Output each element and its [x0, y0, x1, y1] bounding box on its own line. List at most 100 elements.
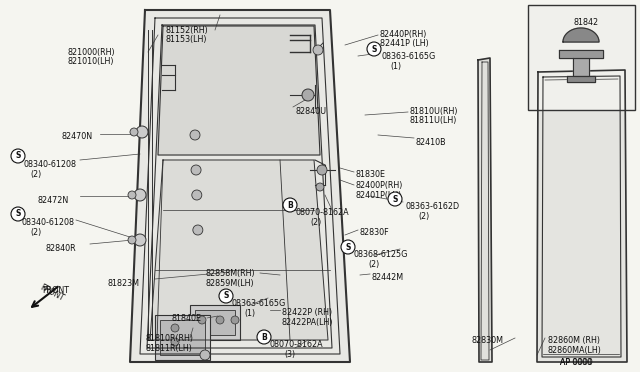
- Circle shape: [193, 225, 203, 235]
- Text: S: S: [346, 243, 351, 251]
- Polygon shape: [537, 70, 627, 362]
- Text: 821010(LH): 821010(LH): [68, 57, 115, 66]
- Polygon shape: [559, 50, 603, 58]
- Text: B: B: [287, 201, 293, 209]
- Text: 82410B: 82410B: [416, 138, 447, 147]
- Circle shape: [134, 189, 146, 201]
- Circle shape: [341, 240, 355, 254]
- Text: 81810U(RH): 81810U(RH): [410, 107, 458, 116]
- Circle shape: [191, 165, 201, 175]
- Text: 82422P (RH): 82422P (RH): [282, 308, 332, 317]
- Text: 81811R(LH): 81811R(LH): [145, 344, 192, 353]
- Text: 82840U: 82840U: [295, 107, 326, 116]
- Text: 08070-8162A: 08070-8162A: [296, 208, 349, 217]
- Text: 81152(RH): 81152(RH): [165, 26, 208, 35]
- Text: 08340-61208: 08340-61208: [22, 218, 75, 227]
- Text: 08340-61208: 08340-61208: [24, 160, 77, 169]
- Text: S: S: [223, 292, 228, 301]
- Bar: [160, 320, 205, 355]
- Text: 81842: 81842: [574, 18, 599, 27]
- Text: 08368-6125G: 08368-6125G: [354, 250, 408, 259]
- Bar: [190, 305, 240, 340]
- Text: 82400P(RH): 82400P(RH): [356, 181, 403, 190]
- Circle shape: [216, 316, 224, 324]
- Circle shape: [219, 289, 233, 303]
- Text: 82830F: 82830F: [360, 228, 390, 237]
- Text: 81840E: 81840E: [172, 314, 202, 323]
- Polygon shape: [567, 76, 595, 82]
- Text: 82830M: 82830M: [472, 336, 504, 345]
- Text: B: B: [261, 333, 267, 341]
- Text: 81830E: 81830E: [356, 170, 386, 179]
- Text: 81823M: 81823M: [108, 279, 140, 288]
- Circle shape: [200, 350, 210, 360]
- Text: 82840R: 82840R: [46, 244, 77, 253]
- Circle shape: [171, 338, 179, 346]
- Text: 82860MA(LH): 82860MA(LH): [548, 346, 602, 355]
- Circle shape: [198, 316, 206, 324]
- Circle shape: [134, 234, 146, 246]
- Text: S: S: [371, 45, 377, 54]
- Text: 82401P(LH): 82401P(LH): [356, 191, 403, 200]
- Circle shape: [231, 316, 239, 324]
- Text: 08363-6165G: 08363-6165G: [382, 52, 436, 61]
- Circle shape: [302, 89, 314, 101]
- Circle shape: [316, 183, 324, 191]
- Text: 08363-6162D: 08363-6162D: [405, 202, 459, 211]
- Circle shape: [257, 330, 271, 344]
- Text: S: S: [392, 195, 397, 203]
- Circle shape: [317, 165, 327, 175]
- Circle shape: [130, 128, 138, 136]
- Polygon shape: [478, 58, 492, 362]
- Circle shape: [313, 45, 323, 55]
- Text: 82440P(RH): 82440P(RH): [380, 30, 428, 39]
- Circle shape: [11, 207, 25, 221]
- Text: AP 0000: AP 0000: [560, 358, 593, 367]
- Text: 82472N: 82472N: [38, 196, 69, 205]
- Bar: [155, 315, 210, 360]
- Circle shape: [128, 191, 136, 199]
- Polygon shape: [158, 26, 320, 155]
- Circle shape: [171, 324, 179, 332]
- Circle shape: [136, 126, 148, 138]
- Text: (2): (2): [418, 212, 429, 221]
- Bar: [528, 5, 635, 110]
- Text: S: S: [15, 151, 20, 160]
- Text: 82470N: 82470N: [62, 132, 93, 141]
- Text: FRONT: FRONT: [38, 283, 65, 303]
- Text: AP 0000: AP 0000: [560, 358, 592, 367]
- Text: 82442M: 82442M: [372, 273, 404, 282]
- Circle shape: [192, 190, 202, 200]
- Text: (1): (1): [244, 309, 255, 318]
- Text: FRONT: FRONT: [42, 286, 69, 295]
- Text: 82859M(LH): 82859M(LH): [206, 279, 255, 288]
- Text: 08070-8162A: 08070-8162A: [270, 340, 324, 349]
- Text: (1): (1): [390, 62, 401, 71]
- Text: 08363-6165G: 08363-6165G: [232, 299, 286, 308]
- Text: (2): (2): [30, 170, 41, 179]
- Polygon shape: [563, 28, 599, 42]
- Text: 81153(LH): 81153(LH): [165, 35, 207, 44]
- Text: 81810R(RH): 81810R(RH): [145, 334, 193, 343]
- Text: (2): (2): [368, 260, 380, 269]
- Text: S: S: [15, 209, 20, 218]
- Circle shape: [388, 192, 402, 206]
- Text: (3): (3): [284, 350, 295, 359]
- Polygon shape: [573, 58, 589, 76]
- Circle shape: [283, 198, 297, 212]
- Text: (2): (2): [310, 218, 321, 227]
- Text: 82422PA(LH): 82422PA(LH): [282, 318, 333, 327]
- Text: 82860M (RH): 82860M (RH): [548, 336, 600, 345]
- Bar: [195, 310, 235, 335]
- Text: 81811U(LH): 81811U(LH): [410, 116, 458, 125]
- Text: (2): (2): [30, 228, 41, 237]
- Circle shape: [128, 236, 136, 244]
- Circle shape: [367, 42, 381, 56]
- Text: 82441P (LH): 82441P (LH): [380, 39, 429, 48]
- Polygon shape: [150, 160, 328, 340]
- Circle shape: [11, 149, 25, 163]
- Text: 821000(RH): 821000(RH): [68, 48, 116, 57]
- Text: 82858M(RH): 82858M(RH): [206, 269, 255, 278]
- Circle shape: [190, 130, 200, 140]
- Polygon shape: [130, 10, 350, 362]
